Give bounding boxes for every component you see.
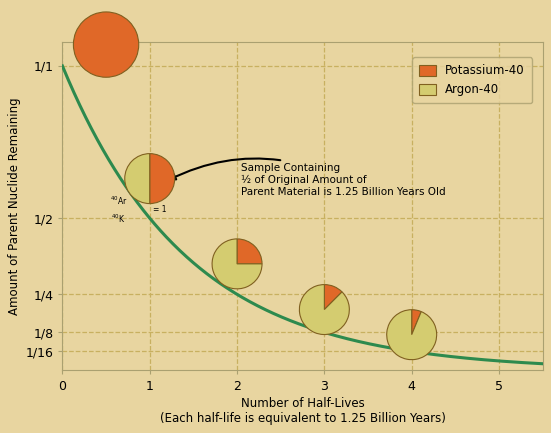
Y-axis label: Amount of Parent Nuclide Remaining: Amount of Parent Nuclide Remaining: [8, 97, 21, 315]
Text: Sample Containing
½ of Original Amount of
Parent Material is 1.25 Billion Years : Sample Containing ½ of Original Amount o…: [170, 158, 446, 197]
X-axis label: Number of Half-Lives
(Each half-life is equivalent to 1.25 Billion Years): Number of Half-Lives (Each half-life is …: [160, 397, 445, 425]
Legend: Potassium-40, Argon-40: Potassium-40, Argon-40: [412, 57, 532, 103]
